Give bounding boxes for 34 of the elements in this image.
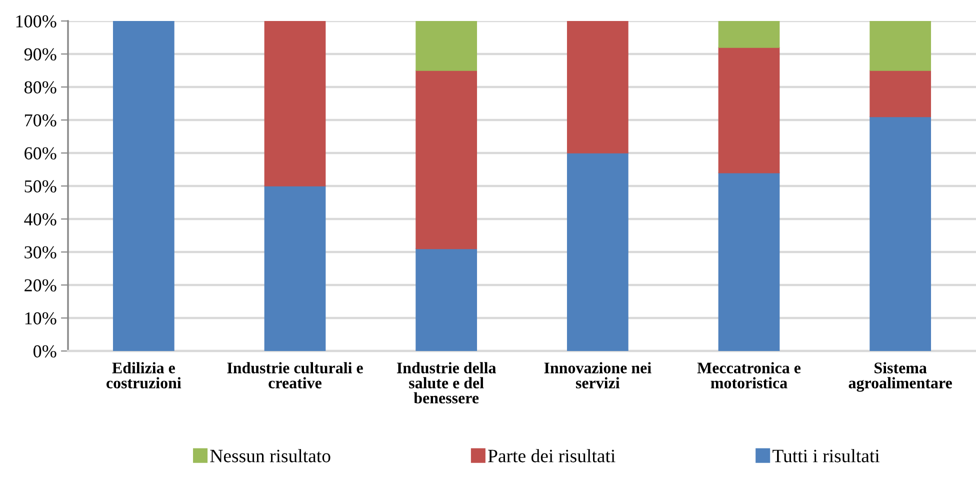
- x-tick-label: Sistema agroalimentare: [848, 362, 952, 392]
- y-tick-label: 20%: [24, 279, 56, 292]
- y-tick-label: 70%: [24, 114, 56, 126]
- bar: [718, 46, 780, 174]
- x-tick-label: Edilizia e costruzioni: [106, 362, 182, 388]
- legend-label: Tutti i risultati: [772, 449, 880, 462]
- bar: [870, 21, 932, 71]
- legend-label: Nessun risultato: [210, 449, 330, 462]
- bar: [870, 70, 932, 118]
- bar: [416, 21, 478, 71]
- bar: [718, 172, 780, 351]
- bar: [264, 21, 326, 186]
- y-tick-label: 50%: [24, 180, 56, 192]
- bar: [264, 186, 326, 351]
- bar: [566, 152, 628, 351]
- y-tick-label: 0%: [34, 345, 56, 358]
- x-tick-label: Meccatronica e motoristica: [697, 362, 801, 388]
- y-tick-label: 80%: [24, 81, 56, 94]
- bar: [416, 70, 478, 250]
- bar: [566, 21, 628, 154]
- x-tick-label: Innovazione nei servizi: [544, 362, 652, 388]
- x-tick-label: Industrie della salute e del benessere: [396, 362, 496, 404]
- y-tick-label: 60%: [24, 147, 56, 160]
- y-tick-label: 10%: [25, 312, 56, 324]
- bar: [870, 116, 932, 351]
- y-tick-label: 90%: [24, 48, 56, 60]
- legend-label: Parte dei risultati: [488, 449, 616, 462]
- x-tick-label: Industrie culturali e creative: [227, 362, 363, 388]
- y-tick-label: 40%: [24, 213, 56, 226]
- bar: [112, 21, 174, 351]
- bar: [718, 21, 780, 48]
- y-tick-label: 100%: [16, 15, 56, 28]
- bar: [416, 248, 478, 351]
- y-tick-label: 30%: [24, 246, 56, 258]
